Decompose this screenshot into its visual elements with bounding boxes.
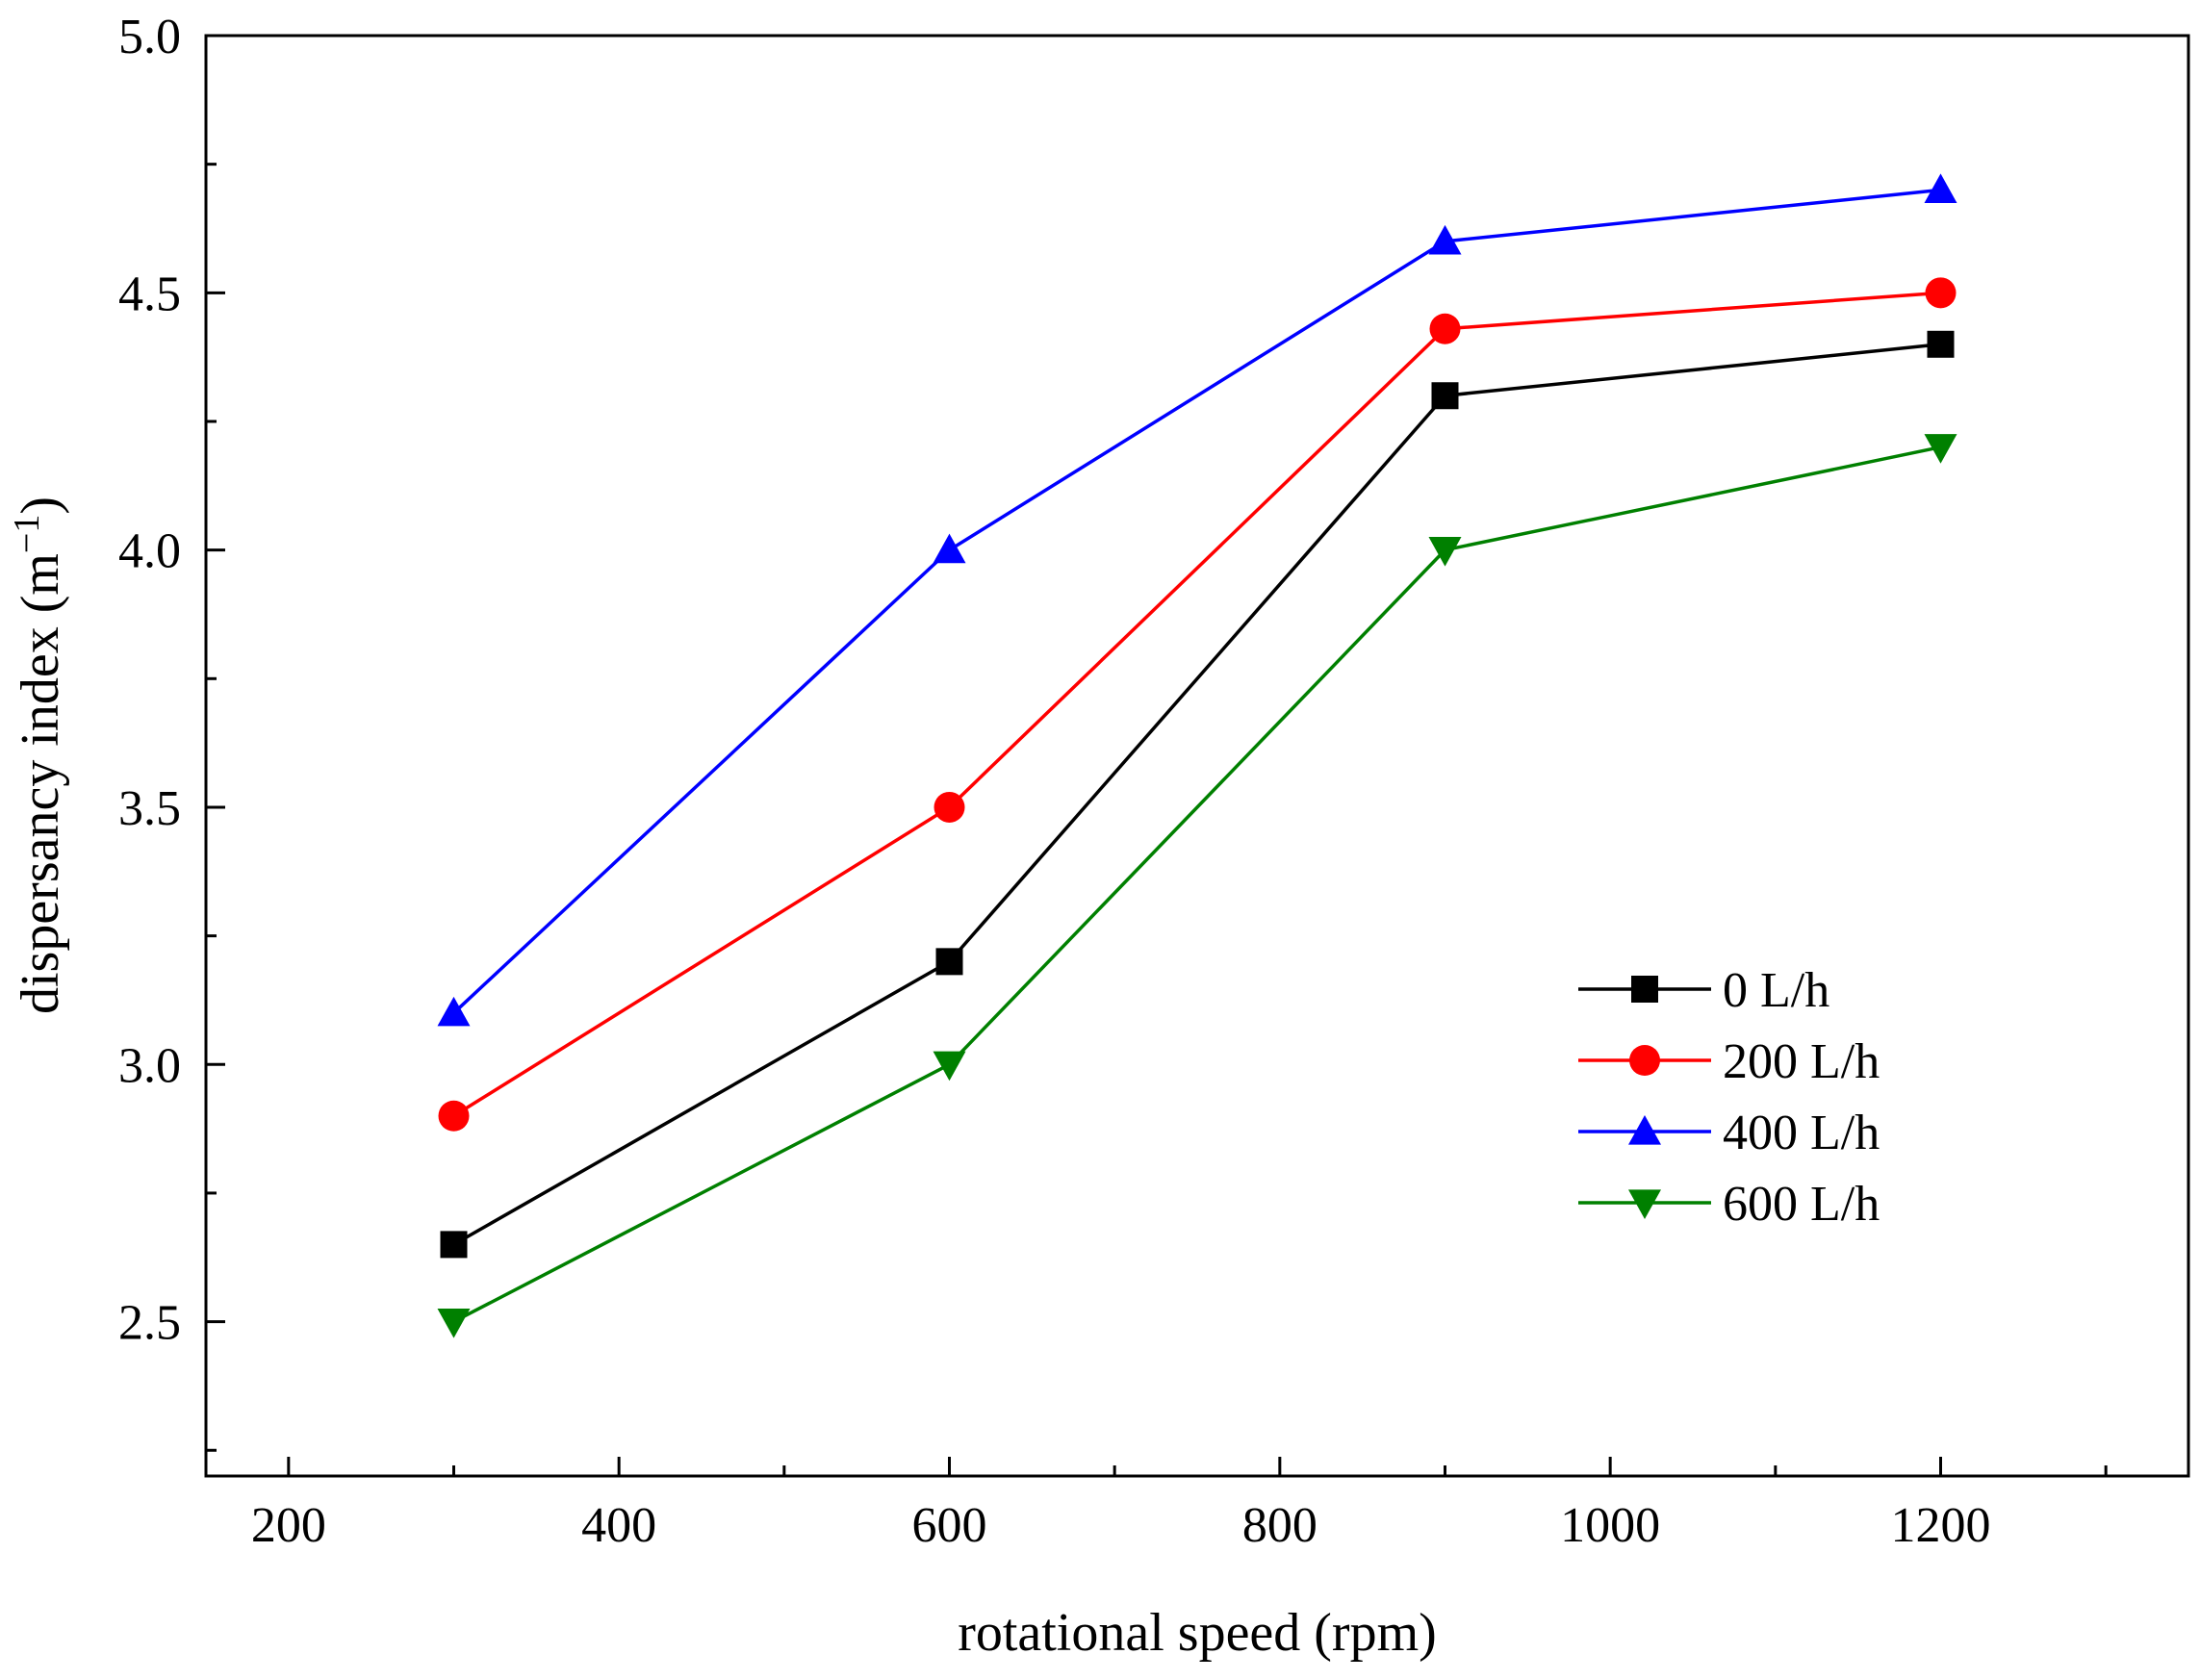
series-line-400-l-h (452, 188, 1941, 1015)
legend-marker (1628, 1189, 1661, 1219)
y-tick-labels: 2.5 3.0 3.5 4.0 4.5 5.0 (118, 10, 181, 1351)
y-tick-label: 5.0 (118, 10, 181, 64)
x-tick-label: 200 (251, 1498, 326, 1553)
legend-marker (1628, 1115, 1661, 1145)
y-tick-label: 4.5 (118, 267, 181, 321)
y-axis-title-main: dispersancy index (m (11, 553, 70, 1014)
data-point-600-l-h (1428, 537, 1462, 567)
legend-label: 0 L/h (1723, 963, 1829, 1018)
data-point-200-l-h (1925, 277, 1957, 309)
data-point-0-l-h (1431, 382, 1459, 410)
data-point-0-l-h (1927, 330, 1955, 358)
x-tick-label: 1200 (1891, 1498, 1991, 1553)
data-point-400-l-h (1924, 173, 1957, 203)
major-ticks (206, 34, 1942, 1476)
legend: 0 L/h 200 L/h 400 L/h 600 L/h (1578, 963, 1880, 1232)
series-line-200-l-h (452, 291, 1941, 1118)
data-point-0-l-h (440, 1231, 468, 1259)
x-tick-label: 800 (1242, 1498, 1317, 1553)
series-markers (437, 173, 1957, 1338)
x-tick-label: 600 (912, 1498, 987, 1553)
y-axis-title: dispersancy index (m−1) (7, 496, 70, 1014)
data-point-400-l-h (437, 996, 471, 1027)
data-point-400-l-h (1428, 224, 1462, 255)
data-point-0-l-h (935, 948, 963, 976)
legend-marker (1631, 976, 1658, 1003)
legend-label: 200 L/h (1723, 1034, 1880, 1089)
minor-ticks (206, 163, 2108, 1476)
y-axis-title-exponent: −1 (7, 515, 47, 553)
data-point-200-l-h (438, 1100, 470, 1132)
data-point-600-l-h (933, 1051, 966, 1082)
data-point-600-l-h (437, 1309, 471, 1338)
data-point-600-l-h (1924, 434, 1957, 464)
series-lines (452, 188, 1941, 1324)
x-tick-label: 400 (581, 1498, 656, 1553)
y-tick-label: 3.0 (118, 1038, 181, 1093)
legend-label: 600 L/h (1723, 1177, 1880, 1232)
legend-marker (1629, 1045, 1660, 1076)
data-point-400-l-h (933, 533, 966, 564)
x-tick-labels: 200 400 600 800 1000 1200 (251, 1498, 1991, 1553)
data-point-200-l-h (934, 791, 965, 823)
y-tick-label: 2.5 (118, 1296, 181, 1351)
data-point-200-l-h (1429, 313, 1461, 344)
x-tick-label: 1000 (1560, 1498, 1660, 1553)
series-line-0-l-h (452, 343, 1941, 1246)
y-tick-label: 4.0 (118, 524, 181, 579)
legend-label: 400 L/h (1723, 1106, 1880, 1160)
y-tick-label: 3.5 (118, 781, 181, 836)
y-axis-title-end: ) (11, 496, 70, 515)
series-line-600-l-h (452, 445, 1941, 1324)
plot-frame (204, 34, 2190, 1478)
x-axis-title: rotational speed (rpm) (958, 1603, 1437, 1663)
